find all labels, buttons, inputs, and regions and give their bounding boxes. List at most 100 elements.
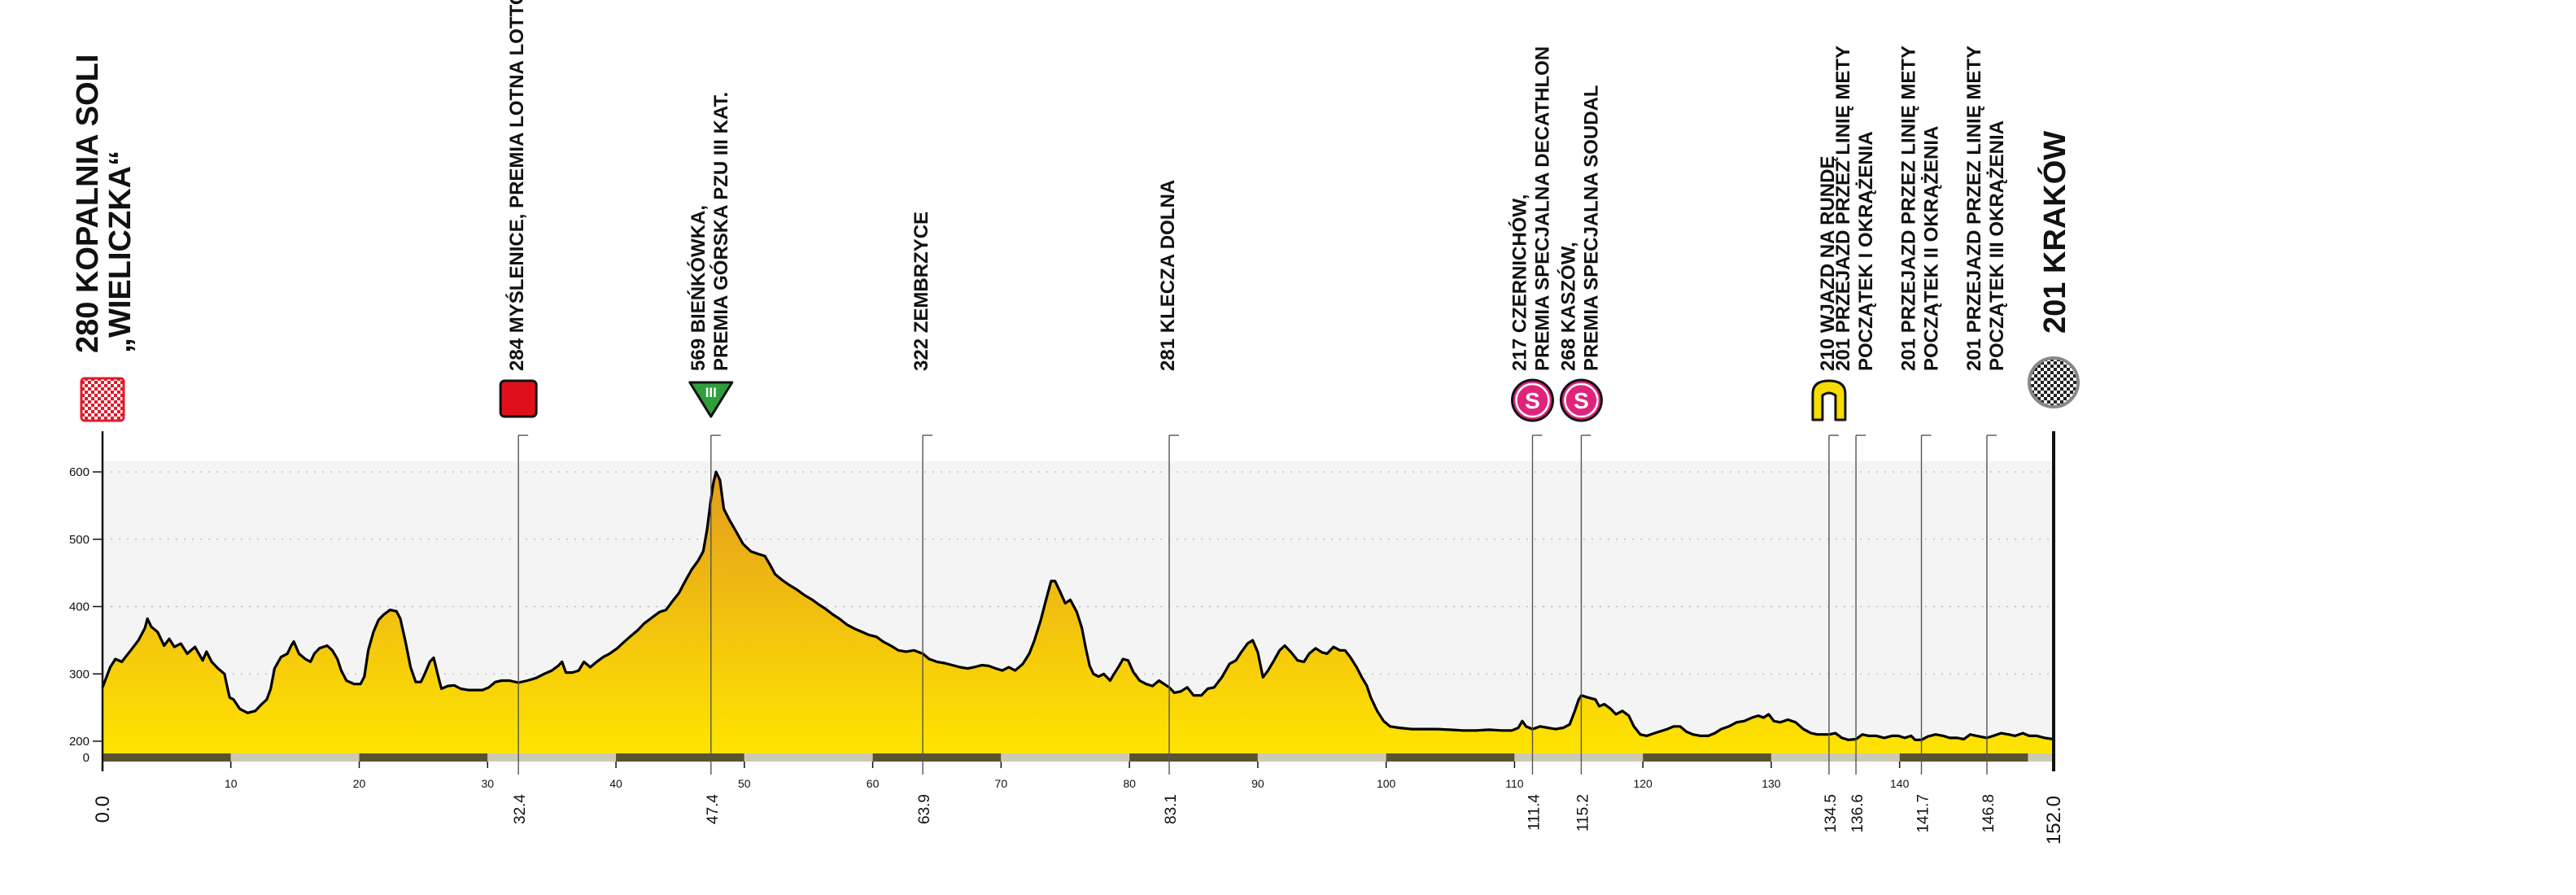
finish-flag-icon bbox=[2028, 356, 2080, 408]
route-point-label2: PREMIA SPECJALNA SOUDAL bbox=[1580, 85, 1602, 371]
x-tick-label: 40 bbox=[609, 777, 622, 790]
route-point-km: 63.9 bbox=[916, 794, 933, 824]
distance-band-segment bbox=[1257, 753, 1386, 762]
x-tick-label: 50 bbox=[738, 777, 751, 790]
route-point-km: 141.7 bbox=[1915, 794, 1932, 833]
route-point-label: 322 ZEMBRZYCE bbox=[910, 212, 932, 371]
special-sprint-ring bbox=[1515, 382, 1550, 418]
distance-band-segment bbox=[1770, 753, 1900, 762]
finish-flag-shape bbox=[2028, 356, 2080, 408]
special-sprint-circle bbox=[1559, 378, 1603, 422]
y-tick-label: 300 bbox=[69, 667, 90, 681]
route-point-label: 201 PRZEJAZD PRZEZ LINIĘ METY bbox=[1832, 46, 1854, 371]
route-point-km: 146.8 bbox=[1980, 794, 1997, 833]
sprint-flag-shape bbox=[499, 379, 538, 418]
route-point-label2: POCZĄTEK II OKRĄŻENIA bbox=[1921, 126, 1943, 371]
route-point: 136.6 201 PRZEJAZD PRZEZ LINIĘ METY POCZĄT… bbox=[1832, 46, 1877, 833]
distance-band bbox=[103, 753, 2054, 762]
start-flag-shape bbox=[80, 377, 125, 422]
x-tick-label: 110 bbox=[1505, 777, 1524, 790]
route-point-label: 281 KLECZA DOLNA bbox=[1157, 180, 1179, 371]
x-tick-label: 80 bbox=[1123, 777, 1136, 790]
mountain-category-icon: III bbox=[688, 381, 734, 418]
start-flag-icon bbox=[80, 377, 125, 422]
route-point-km: 134.5 bbox=[1823, 794, 1840, 833]
route-point: 32.4 284 MYŚLENICE, PREMIA LOTNA LOTTO bbox=[499, 0, 538, 824]
distance-band-segment bbox=[103, 753, 231, 762]
special-sprint-circle bbox=[1510, 378, 1554, 422]
sprint-flag-icon bbox=[499, 379, 538, 418]
route-point: 134.5 210 WJAZD NA RUNDĘ bbox=[1811, 156, 1847, 833]
route-point-label: 201 PRZEJAZD PRZEZ LINIĘ METY bbox=[1898, 46, 1920, 371]
distance-band-segment bbox=[359, 753, 488, 762]
y-zero-label: 0 bbox=[83, 751, 90, 765]
route-point-km: 115.2 bbox=[1574, 794, 1591, 832]
distance-band-segment bbox=[1514, 753, 1644, 762]
special-sprint-letter: S bbox=[1574, 388, 1589, 413]
distance-band-segment bbox=[1899, 753, 2028, 762]
axes: 10 20 30 40 50 60 70 80 90 100 110 120 130 140 bbox=[101, 431, 2055, 790]
route-point-label: 210 WJAZD NA RUNDĘ bbox=[1817, 156, 1839, 371]
route-points: 0.0 280 KOPALNIA SOLI„WIELICZKA“ 32.4 284 M… bbox=[71, 0, 2080, 845]
x-tick-label: 10 bbox=[225, 777, 238, 790]
special-sprint-ring bbox=[1564, 382, 1599, 418]
x-tick-label: 130 bbox=[1762, 777, 1781, 790]
x-tick-label: 90 bbox=[1251, 777, 1264, 790]
route-point-km: 152.0 bbox=[2043, 796, 2065, 845]
route-point-label2: PREMIA SPECJALNA DECATHLON bbox=[1531, 46, 1553, 371]
route-point: 83.1 281 KLECZA DOLNA bbox=[1157, 180, 1180, 824]
route-point-km: 111.4 bbox=[1526, 794, 1543, 831]
x-tick-label: 120 bbox=[1633, 777, 1653, 790]
route-point-label2: POCZĄTEK I OKRĄŻENIA bbox=[1855, 131, 1877, 371]
route-point-km: 32.4 bbox=[512, 794, 529, 824]
route-point-label: 268 KASZÓW, bbox=[1557, 242, 1579, 371]
y-tick-label: 500 bbox=[69, 533, 90, 547]
distance-band-segment bbox=[230, 753, 360, 762]
special-sprint-letter: S bbox=[1525, 388, 1540, 413]
circuit-entry-shape bbox=[1811, 379, 1847, 421]
route-point-km: 47.4 bbox=[705, 794, 722, 824]
x-tick-label: 20 bbox=[353, 777, 366, 790]
x-tick-label: 60 bbox=[867, 777, 880, 790]
y-tick-label: 600 bbox=[69, 465, 90, 479]
distance-band-segment bbox=[2028, 753, 2054, 762]
gridlines: 200 300 400 500 600 0 bbox=[69, 465, 2054, 765]
route-point: 152.0 201 KRAKÓW bbox=[2028, 131, 2080, 845]
route-point-label: 217 CZERNICHÓW, bbox=[1508, 194, 1530, 371]
elevation-area bbox=[101, 470, 2054, 753]
y-tick-label: 400 bbox=[69, 600, 90, 614]
route-point-km: 136.6 bbox=[1849, 794, 1867, 833]
circuit-entry-icon bbox=[1811, 379, 1847, 421]
route-point: 63.9 322 ZEMBRZYCE bbox=[910, 212, 933, 824]
route-point: S 111.4 217 CZERNICHÓW, PREMIA SPECJALNA DE… bbox=[1508, 46, 1554, 831]
route-point-label2: „WIELICZKA“ bbox=[103, 151, 138, 353]
mountain-triangle bbox=[688, 381, 734, 418]
route-point: 141.7 201 PRZEJAZD PRZEZ LINIĘ METY POCZĄT… bbox=[1898, 46, 1943, 833]
distance-band-segment bbox=[1001, 753, 1130, 762]
route-point-km: 83.1 bbox=[1163, 794, 1180, 824]
route-point: 146.8 201 PRZEJAZD PRZEZ LINIĘ METY POCZĄT… bbox=[1963, 46, 2008, 833]
route-point-label: 569 BIEŃKÓWKA, bbox=[687, 205, 709, 371]
route-point-label2: PREMIA GÓRSKA PZU III KAT. bbox=[709, 92, 732, 371]
distance-band-segment bbox=[1129, 753, 1258, 762]
distance-band-segment bbox=[1386, 753, 1515, 762]
distance-band-segment bbox=[872, 753, 1002, 762]
route-point: III 47.4 569 BIEŃKÓWKA, PREMIA GÓRSKA PZU I… bbox=[687, 92, 734, 824]
route-point: S 115.2 268 KASZÓW, PREMIA SPECJALNA SOUDAL bbox=[1557, 85, 1603, 832]
elevation-fill bbox=[103, 472, 2054, 753]
x-tick-label: 30 bbox=[482, 777, 495, 790]
distance-band-segment bbox=[1643, 753, 1771, 762]
route-point-km: 0.0 bbox=[92, 796, 114, 823]
x-tick-label: 100 bbox=[1377, 777, 1396, 790]
route-point-label: 280 KOPALNIA SOLI bbox=[71, 55, 105, 353]
special-sprint-icon: S bbox=[1559, 378, 1603, 422]
special-sprint-icon: S bbox=[1510, 378, 1554, 422]
route-point: 0.0 280 KOPALNIA SOLI„WIELICZKA“ bbox=[71, 55, 138, 823]
route-point-label: 201 KRAKÓW bbox=[2037, 131, 2072, 334]
distance-band-segment bbox=[487, 753, 617, 762]
route-point-label2: POCZĄTEK III OKRĄŻENIA bbox=[1986, 120, 2008, 371]
y-tick-label: 200 bbox=[69, 735, 90, 749]
distance-band-segment bbox=[744, 753, 873, 762]
route-point-label: 201 PRZEJAZD PRZEZ LINIĘ METY bbox=[1963, 46, 1985, 371]
